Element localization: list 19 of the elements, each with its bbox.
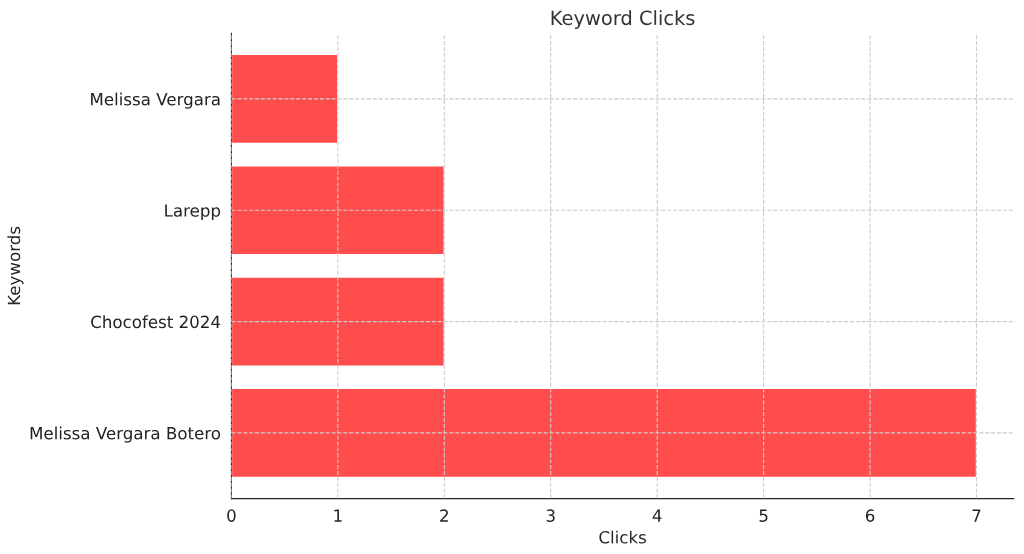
- y-tick-label: Melissa Vergara: [91, 92, 220, 109]
- x-tick-label: 7: [972, 509, 981, 522]
- x-tick-label: 0: [227, 509, 236, 522]
- x-tick-label: 4: [652, 509, 662, 522]
- y-axis-title: Keywords: [7, 226, 24, 305]
- bar: [231, 387, 978, 479]
- bar: [231, 165, 445, 256]
- y-tick-label: Larepp: [165, 204, 221, 221]
- y-tick-label: Melissa Vergara Botero: [30, 426, 221, 443]
- y-tick-label: Chocofest 2024: [91, 315, 221, 329]
- chart-title: Keyword Clicks: [551, 10, 695, 29]
- x-tick-label: 2: [440, 509, 448, 522]
- x-tick-label: 5: [759, 509, 768, 522]
- bar: [231, 276, 445, 367]
- x-tick-label: 1: [334, 509, 342, 522]
- x-tick-label: 6: [865, 509, 875, 522]
- x-tick-label: 3: [546, 509, 555, 522]
- bar: [231, 53, 339, 145]
- x-axis-title: Clicks: [599, 530, 646, 544]
